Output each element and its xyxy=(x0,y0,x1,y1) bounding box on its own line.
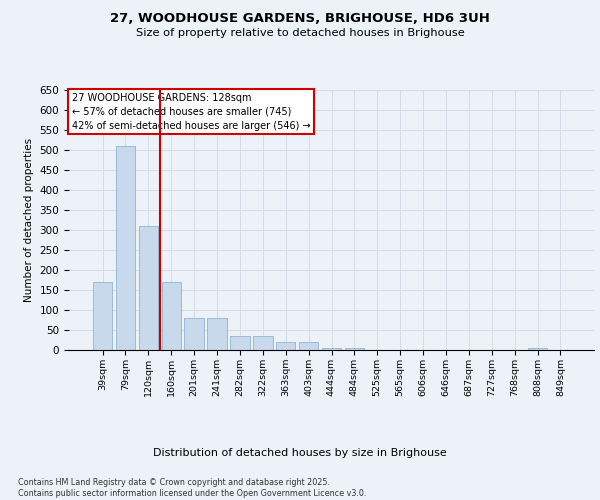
Text: Contains HM Land Registry data © Crown copyright and database right 2025.
Contai: Contains HM Land Registry data © Crown c… xyxy=(18,478,367,498)
Bar xyxy=(344,348,364,350)
Bar xyxy=(230,336,250,350)
Bar xyxy=(528,348,547,350)
Bar xyxy=(299,342,319,350)
Bar xyxy=(253,336,272,350)
Text: Distribution of detached houses by size in Brighouse: Distribution of detached houses by size … xyxy=(153,448,447,458)
Bar xyxy=(184,318,204,350)
Text: Size of property relative to detached houses in Brighouse: Size of property relative to detached ho… xyxy=(136,28,464,38)
Text: 27, WOODHOUSE GARDENS, BRIGHOUSE, HD6 3UH: 27, WOODHOUSE GARDENS, BRIGHOUSE, HD6 3U… xyxy=(110,12,490,26)
Bar xyxy=(139,226,158,350)
Bar xyxy=(322,348,341,350)
Y-axis label: Number of detached properties: Number of detached properties xyxy=(24,138,34,302)
Bar xyxy=(208,318,227,350)
Bar xyxy=(93,282,112,350)
Bar xyxy=(276,342,295,350)
Bar xyxy=(161,282,181,350)
Text: 27 WOODHOUSE GARDENS: 128sqm
← 57% of detached houses are smaller (745)
42% of s: 27 WOODHOUSE GARDENS: 128sqm ← 57% of de… xyxy=(71,92,310,130)
Bar xyxy=(116,146,135,350)
